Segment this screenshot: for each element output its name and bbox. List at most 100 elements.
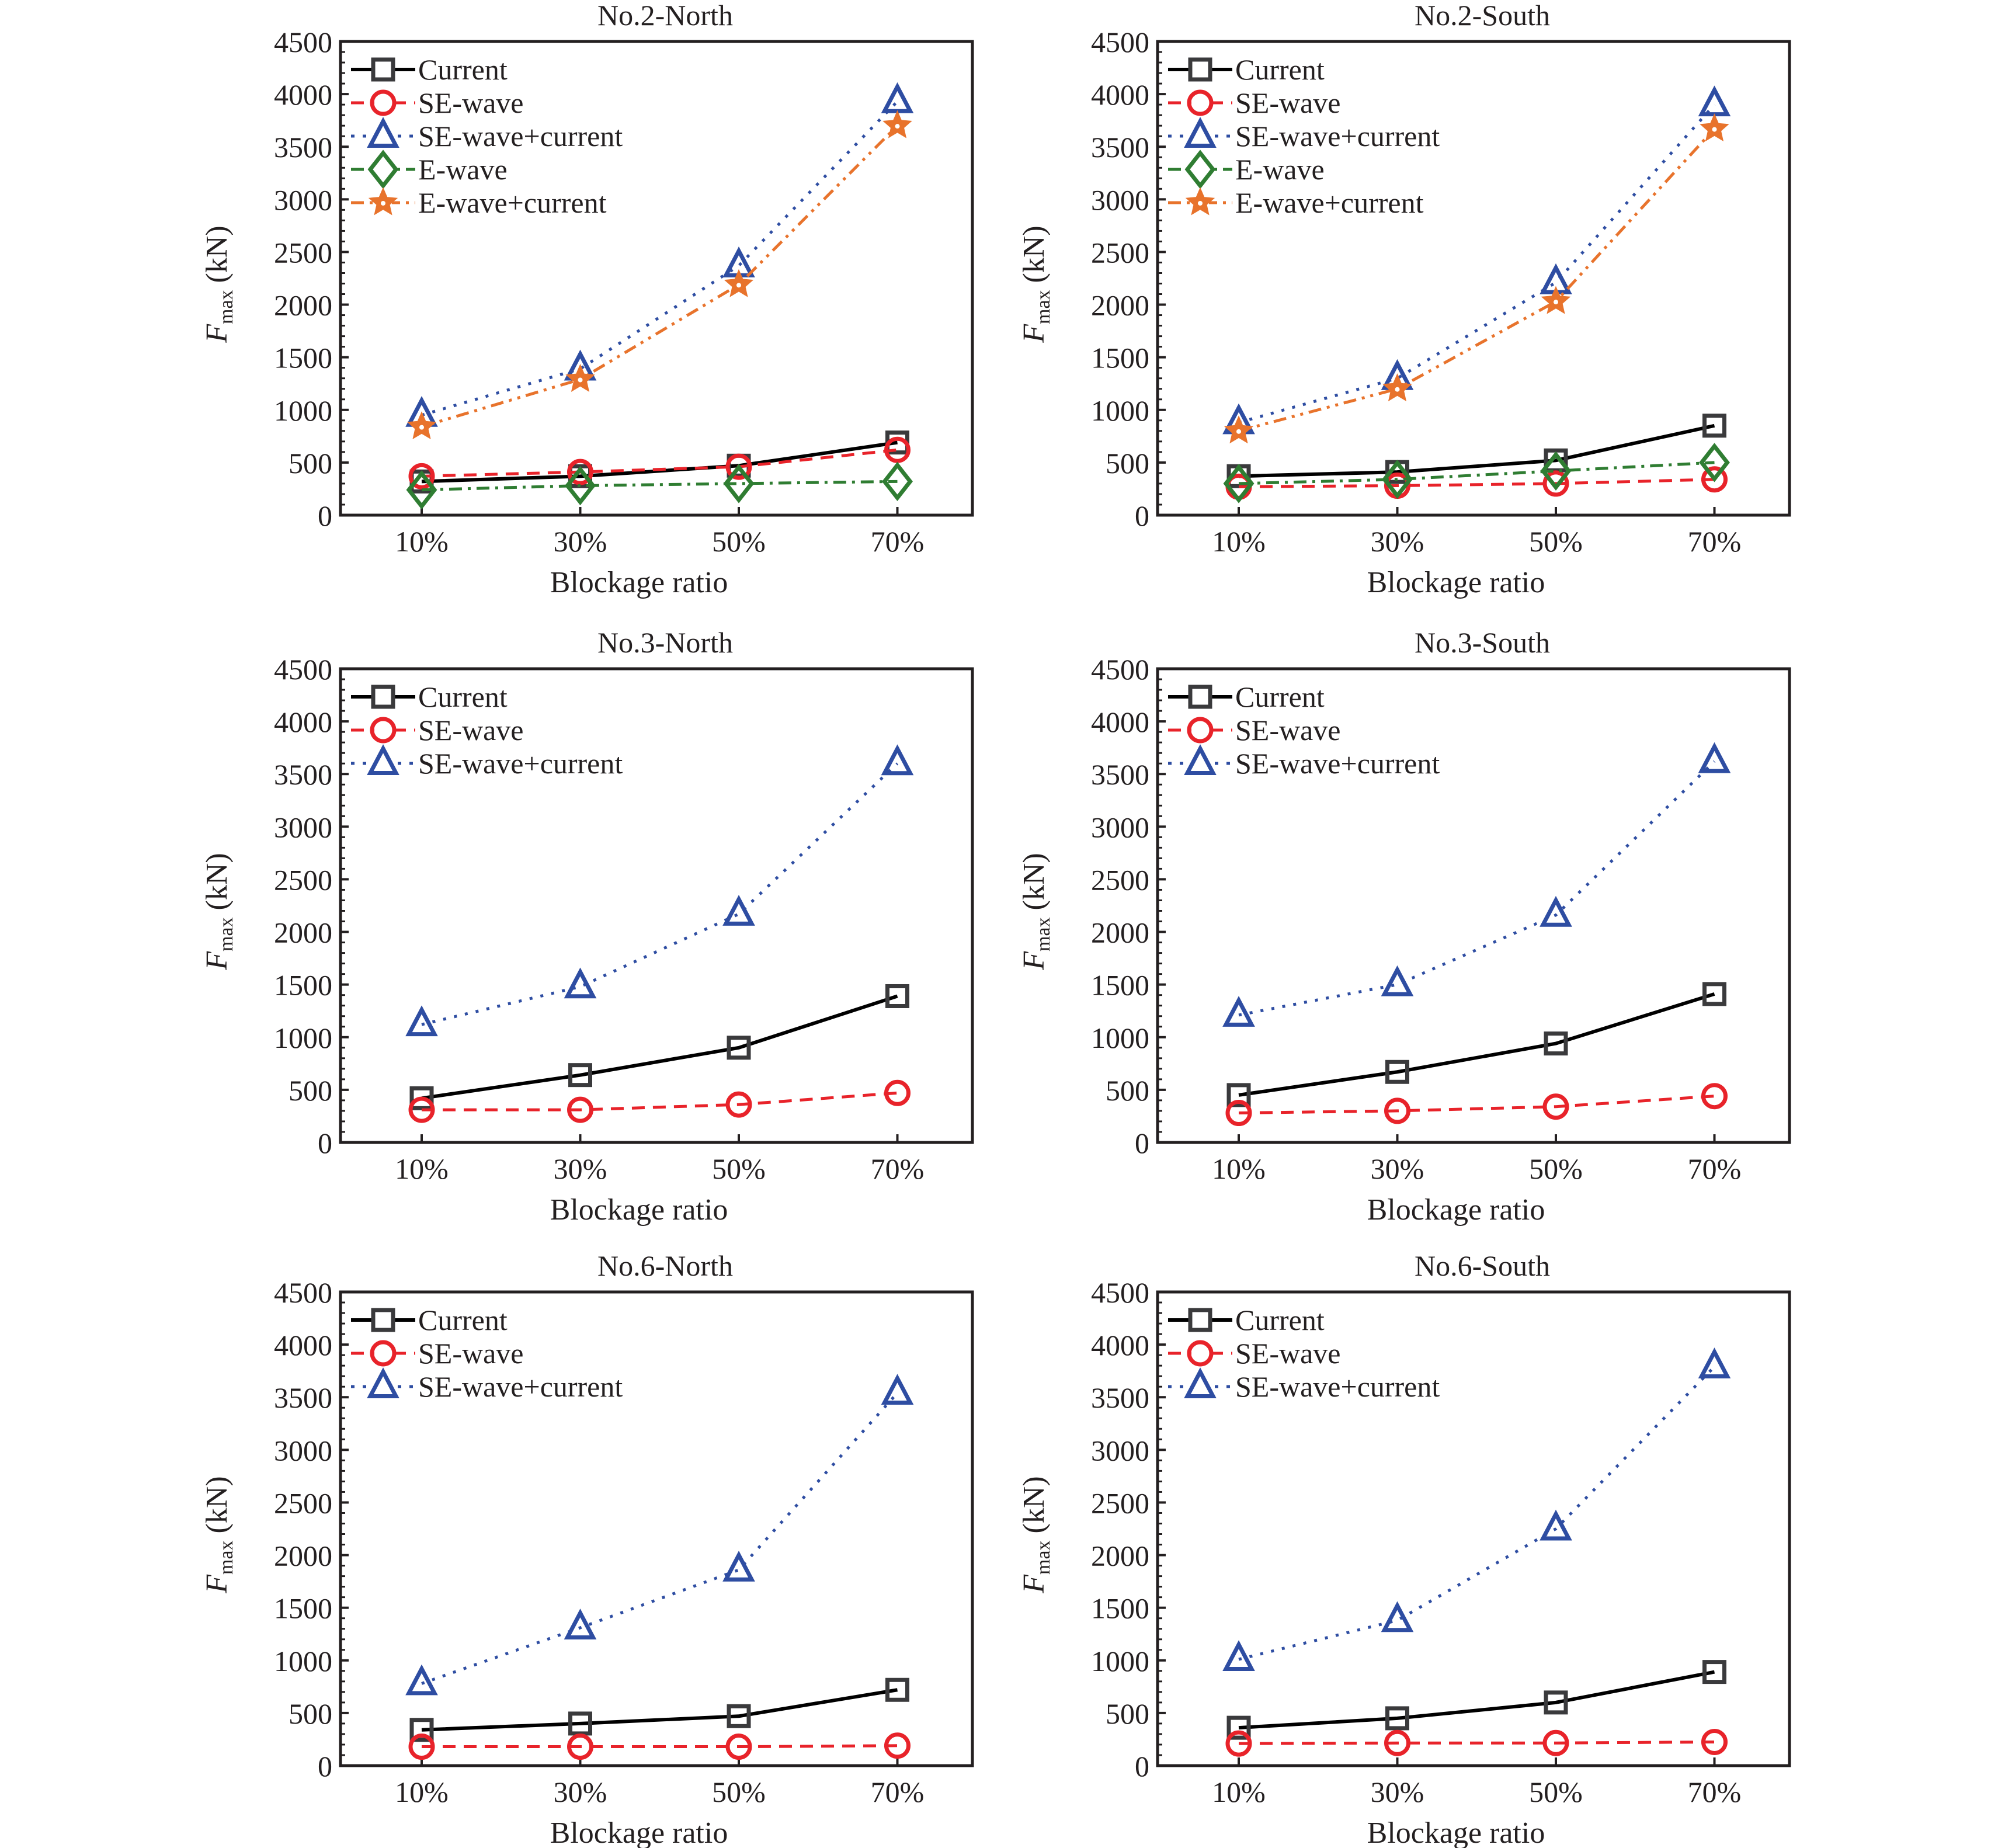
- data-point-se_wave: [567, 1096, 593, 1123]
- data-point-se_wave: [1701, 1728, 1728, 1755]
- x-tick-label: 70%: [871, 1152, 925, 1185]
- data-point-e_wave_current-center: [578, 377, 583, 383]
- plot-frame: [339, 1290, 974, 1767]
- x-axis-label: Blockage ratio: [1367, 1816, 1545, 1848]
- legend-marker-current: [371, 57, 395, 82]
- chart-panel-1: No.2-South 0 500 1000 1500 2000 2500 3000 3500 40…: [1017, 0, 1791, 599]
- data-point-current: [1544, 448, 1568, 473]
- legend-marker-se_wave: [370, 717, 397, 744]
- series-current: [1226, 982, 1726, 1107]
- y-tick-label: 2000: [1091, 916, 1149, 949]
- data-point-se_wave_current: [405, 1005, 438, 1037]
- legend-marker-current: [371, 685, 395, 709]
- legend-item-current: Current: [1168, 53, 1325, 86]
- y-tick-label: 2000: [1091, 289, 1149, 322]
- legend-marker-se_wave_current: [1184, 744, 1217, 775]
- y-tick-label: 1500: [1091, 1592, 1149, 1625]
- series-e_wave_current: [406, 110, 912, 440]
- y-axis-label-symbol: F: [200, 1574, 234, 1594]
- series-line-se_wave_current: [1238, 1366, 1716, 1661]
- y-tick-label: 2500: [274, 1486, 332, 1519]
- y-tick-label: 500: [1106, 1697, 1149, 1730]
- y-tick-label: 3500: [1091, 131, 1149, 164]
- legend-item-se_wave_current: SE-wave+current: [1168, 1367, 1440, 1403]
- y-tick-label: 4000: [274, 78, 332, 111]
- legend-item-current: Current: [1168, 680, 1325, 713]
- data-point-e_wave_current-center: [419, 425, 424, 430]
- y-tick-label: 1500: [1091, 342, 1149, 374]
- legend-item-se_wave: SE-wave: [1168, 714, 1341, 746]
- x-tick-label: 30%: [1371, 1776, 1424, 1808]
- data-point-e_wave: [882, 461, 913, 501]
- y-axis-label-unit: (kN): [1017, 853, 1051, 910]
- legend-label: Current: [418, 53, 508, 86]
- data-point-se_wave: [1384, 1729, 1410, 1756]
- series-current: [409, 1677, 909, 1742]
- y-tick-label: 1500: [274, 1592, 332, 1625]
- y-axis-label: Fmax (kN): [200, 853, 237, 971]
- series-se_wave_current: [1222, 1347, 1731, 1671]
- data-point-se_wave: [1542, 1729, 1569, 1756]
- series-se_wave: [408, 1079, 911, 1123]
- data-point-se_wave_current: [1540, 1509, 1572, 1541]
- legend-marker-se_wave: [1187, 717, 1214, 744]
- legend-item-current: Current: [351, 680, 508, 713]
- x-tick-label: 10%: [395, 1152, 449, 1185]
- y-tick-label: 3000: [1091, 811, 1149, 843]
- y-tick-label: 2000: [274, 916, 332, 949]
- series-current: [1226, 1660, 1726, 1740]
- y-tick-label: 0: [1135, 499, 1149, 532]
- y-axis-label-unit: (kN): [200, 853, 234, 910]
- y-axis-label-symbol: F: [1017, 324, 1051, 343]
- y-axis-label-subscript: max: [1033, 1540, 1054, 1575]
- legend-marker-e_wave: [1184, 150, 1216, 189]
- legend-item-se_wave: SE-wave: [351, 714, 524, 746]
- y-tick-label: 500: [1106, 1074, 1149, 1107]
- y-tick-label: 4000: [274, 1329, 332, 1361]
- data-point-se_wave_current: [881, 744, 914, 776]
- data-point-se_wave: [1225, 1100, 1252, 1127]
- legend-label: Current: [418, 680, 508, 713]
- data-point-current: [727, 1704, 751, 1728]
- y-axis-label-subscript: max: [216, 917, 237, 951]
- data-point-current: [1544, 1031, 1568, 1056]
- x-tick-label: 70%: [1688, 525, 1742, 558]
- data-point-se_wave_current: [1381, 965, 1414, 996]
- legend-item-e_wave: E-wave: [351, 150, 508, 189]
- y-tick-label: 3500: [1091, 758, 1149, 791]
- y-tick-label: 3000: [1091, 183, 1149, 216]
- y-tick-label: 2500: [1091, 236, 1149, 269]
- legend-label: SE-wave+current: [1235, 1370, 1440, 1403]
- x-tick-label: 70%: [1688, 1152, 1742, 1185]
- y-tick-label: 1000: [1091, 394, 1149, 427]
- y-tick-label: 4000: [1091, 1329, 1149, 1361]
- series-se_wave: [408, 1732, 911, 1760]
- y-tick-label: 3500: [274, 131, 332, 164]
- data-point-se_wave: [1701, 466, 1728, 493]
- legend-label: SE-wave+current: [1235, 120, 1440, 152]
- x-tick-label: 50%: [1529, 525, 1583, 558]
- series-se_wave_current: [1222, 742, 1731, 1027]
- y-tick-label: 1000: [274, 394, 332, 427]
- y-tick-label: 3000: [274, 811, 332, 843]
- data-point-current: [1544, 1690, 1568, 1715]
- data-point-e_wave: [723, 464, 755, 503]
- y-tick-label: 2500: [1091, 1486, 1149, 1519]
- y-tick-label: 4000: [274, 706, 332, 738]
- data-point-se_wave_current: [881, 1374, 914, 1405]
- legend-item-se_wave_current: SE-wave+current: [351, 744, 623, 780]
- x-tick-label: 50%: [1529, 1152, 1583, 1185]
- legend-label: E-wave+current: [1235, 186, 1424, 219]
- y-tick-label: 1000: [1091, 1022, 1149, 1054]
- legend-label: Current: [1235, 680, 1325, 713]
- y-tick-label: 4500: [274, 26, 332, 58]
- plot-frame: [339, 667, 974, 1144]
- y-axis-label-symbol: F: [1017, 1574, 1051, 1594]
- data-point-se_wave: [1701, 1083, 1728, 1110]
- legend-marker-se_wave: [370, 89, 397, 116]
- x-tick-label: 50%: [712, 1152, 766, 1185]
- data-point-se_wave: [408, 463, 435, 489]
- legend-item-se_wave: SE-wave: [351, 86, 524, 119]
- y-tick-label: 1000: [274, 1022, 332, 1054]
